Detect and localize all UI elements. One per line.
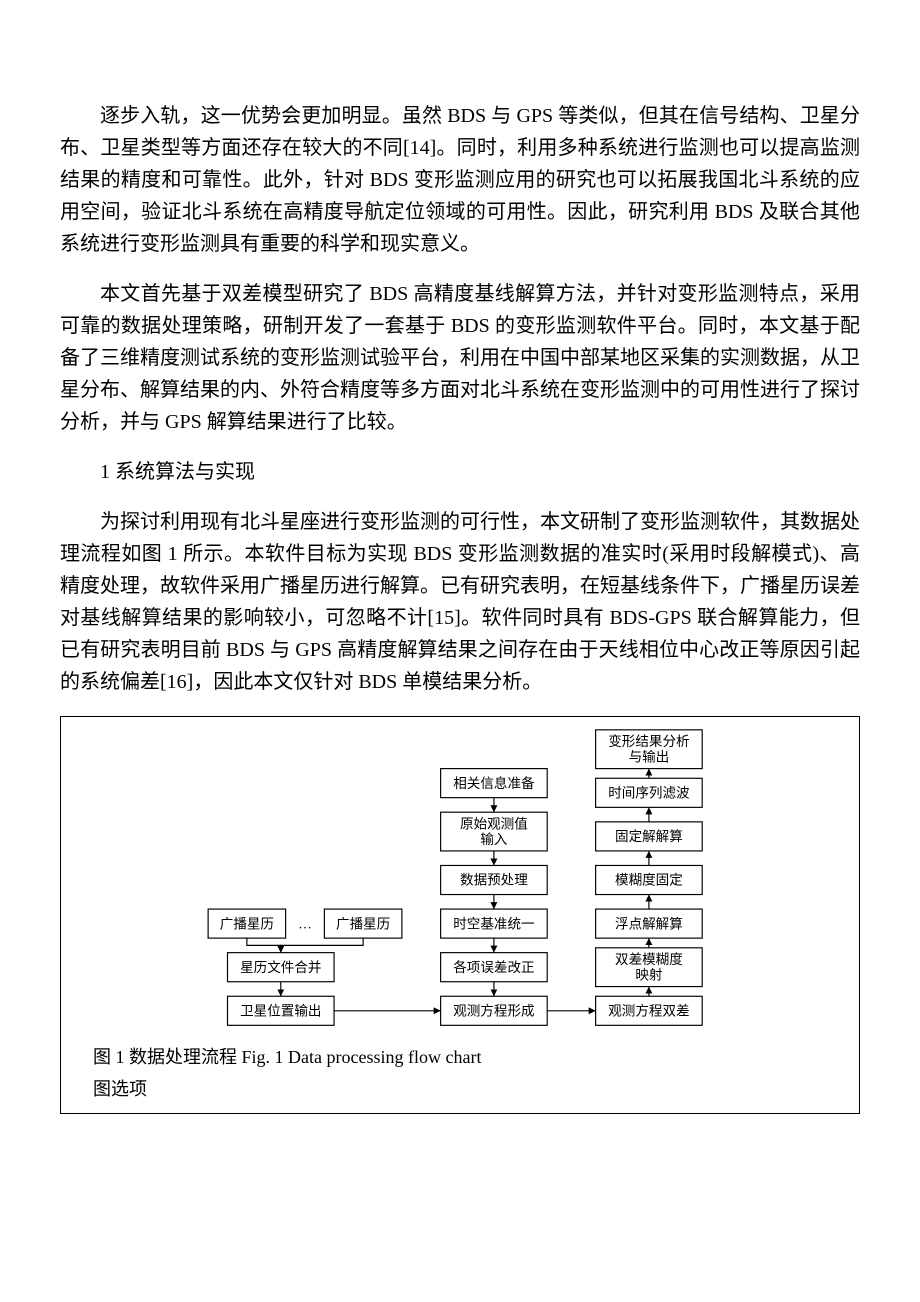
- svg-text:映射: 映射: [635, 968, 662, 983]
- svg-text:原始观测值: 原始观测值: [460, 817, 528, 832]
- svg-text:观测方程双差: 观测方程双差: [608, 1004, 689, 1019]
- paragraph-1: 逐步入轨，这一优势会更加明显。虽然 BDS 与 GPS 等类似，但其在信号结构、…: [60, 100, 860, 260]
- svg-text:广播星历: 广播星历: [220, 916, 274, 931]
- section-heading: 1 系统算法与实现: [60, 456, 860, 488]
- svg-text:…: …: [298, 916, 312, 931]
- svg-text:双差模糊度: 双差模糊度: [615, 952, 683, 967]
- svg-text:浮点解解算: 浮点解解算: [615, 916, 683, 931]
- paragraph-2: 本文首先基于双差模型研究了 BDS 高精度基线解算方法，并针对变形监测特点，采用…: [60, 278, 860, 438]
- svg-text:时空基准统一: 时空基准统一: [453, 915, 534, 931]
- figure-caption: 图 1 数据处理流程 Fig. 1 Data processing flow c…: [93, 1043, 851, 1069]
- figure-container: …测绘学报相关信息准备原始观测值输入数据预处理时空基准统一各项误差改正观测方程形…: [60, 716, 860, 1114]
- svg-text:时间序列滤波: 时间序列滤波: [608, 786, 690, 801]
- svg-text:卫星位置输出: 卫星位置输出: [240, 1004, 321, 1019]
- svg-text:相关信息准备: 相关信息准备: [453, 775, 535, 791]
- svg-text:数据预处理: 数据预处理: [460, 873, 528, 888]
- svg-text:星历文件合并: 星历文件合并: [240, 960, 321, 975]
- svg-text:模糊度固定: 模糊度固定: [615, 873, 683, 888]
- svg-text:各项误差改正: 各项误差改正: [453, 960, 534, 975]
- svg-text:广播星历: 广播星历: [336, 916, 390, 931]
- figure-options-link[interactable]: 图选项: [93, 1075, 851, 1101]
- flowchart: …测绘学报相关信息准备原始观测值输入数据预处理时空基准统一各项误差改正观测方程形…: [180, 725, 740, 1035]
- svg-text:观测方程形成: 观测方程形成: [453, 1004, 534, 1019]
- svg-text:变形结果分析: 变形结果分析: [608, 734, 689, 749]
- svg-text:输入: 输入: [480, 832, 508, 847]
- document-page: 逐步入轨，这一优势会更加明显。虽然 BDS 与 GPS 等类似，但其在信号结构、…: [0, 0, 920, 1154]
- svg-text:与输出: 与输出: [629, 750, 670, 765]
- paragraph-4: 为探讨利用现有北斗星座进行变形监测的可行性，本文研制了变形监测软件，其数据处理流…: [60, 506, 860, 698]
- svg-text:固定解解算: 固定解解算: [615, 829, 683, 844]
